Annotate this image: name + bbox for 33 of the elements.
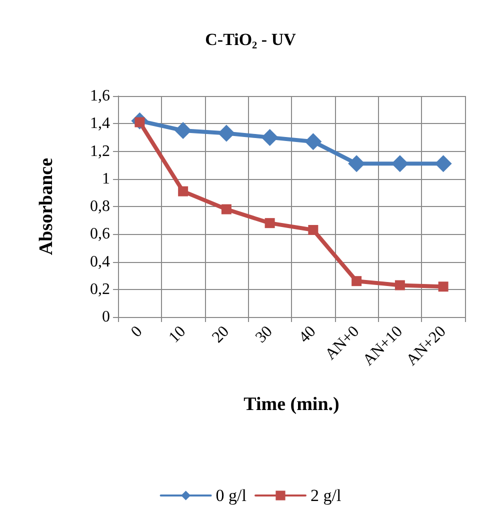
y-tick-label: 0,8 xyxy=(90,198,110,215)
point xyxy=(218,124,235,142)
y-axis-title: Absorbance xyxy=(36,158,57,256)
x-tick-label: 20 xyxy=(209,322,232,346)
point xyxy=(174,122,192,140)
point xyxy=(438,282,448,292)
x-tick-label: 10 xyxy=(166,322,190,346)
point xyxy=(348,155,366,172)
point xyxy=(264,218,275,228)
point xyxy=(434,155,452,172)
point xyxy=(304,133,322,150)
point xyxy=(261,128,278,146)
y-tick-label: 1,4 xyxy=(90,115,110,132)
y-tick-label: 0,2 xyxy=(90,280,110,298)
point xyxy=(394,280,405,290)
y-tick-label: 0,6 xyxy=(90,226,110,243)
x-tick-label: 40 xyxy=(296,322,320,346)
x-tick-label: 30 xyxy=(252,322,276,346)
x-tick-label: 0 xyxy=(128,322,146,341)
point xyxy=(178,186,188,196)
y-tick-label: 1 xyxy=(102,170,110,188)
point xyxy=(352,276,362,286)
legend-label: 0 g/l xyxy=(216,486,247,505)
point xyxy=(308,224,318,235)
y-tick-label: 0 xyxy=(102,308,110,326)
legend-label: 2 g/l xyxy=(310,486,342,505)
y-tick-label: 1,2 xyxy=(90,142,110,160)
y-tick-label: 1,6 xyxy=(90,88,110,104)
y-tick-label: 0,4 xyxy=(90,253,110,270)
point xyxy=(391,155,408,172)
point xyxy=(221,204,232,214)
chart-title: C-TiO₂ - UV xyxy=(205,30,297,49)
x-axis-title: Time (min.) xyxy=(244,394,340,415)
